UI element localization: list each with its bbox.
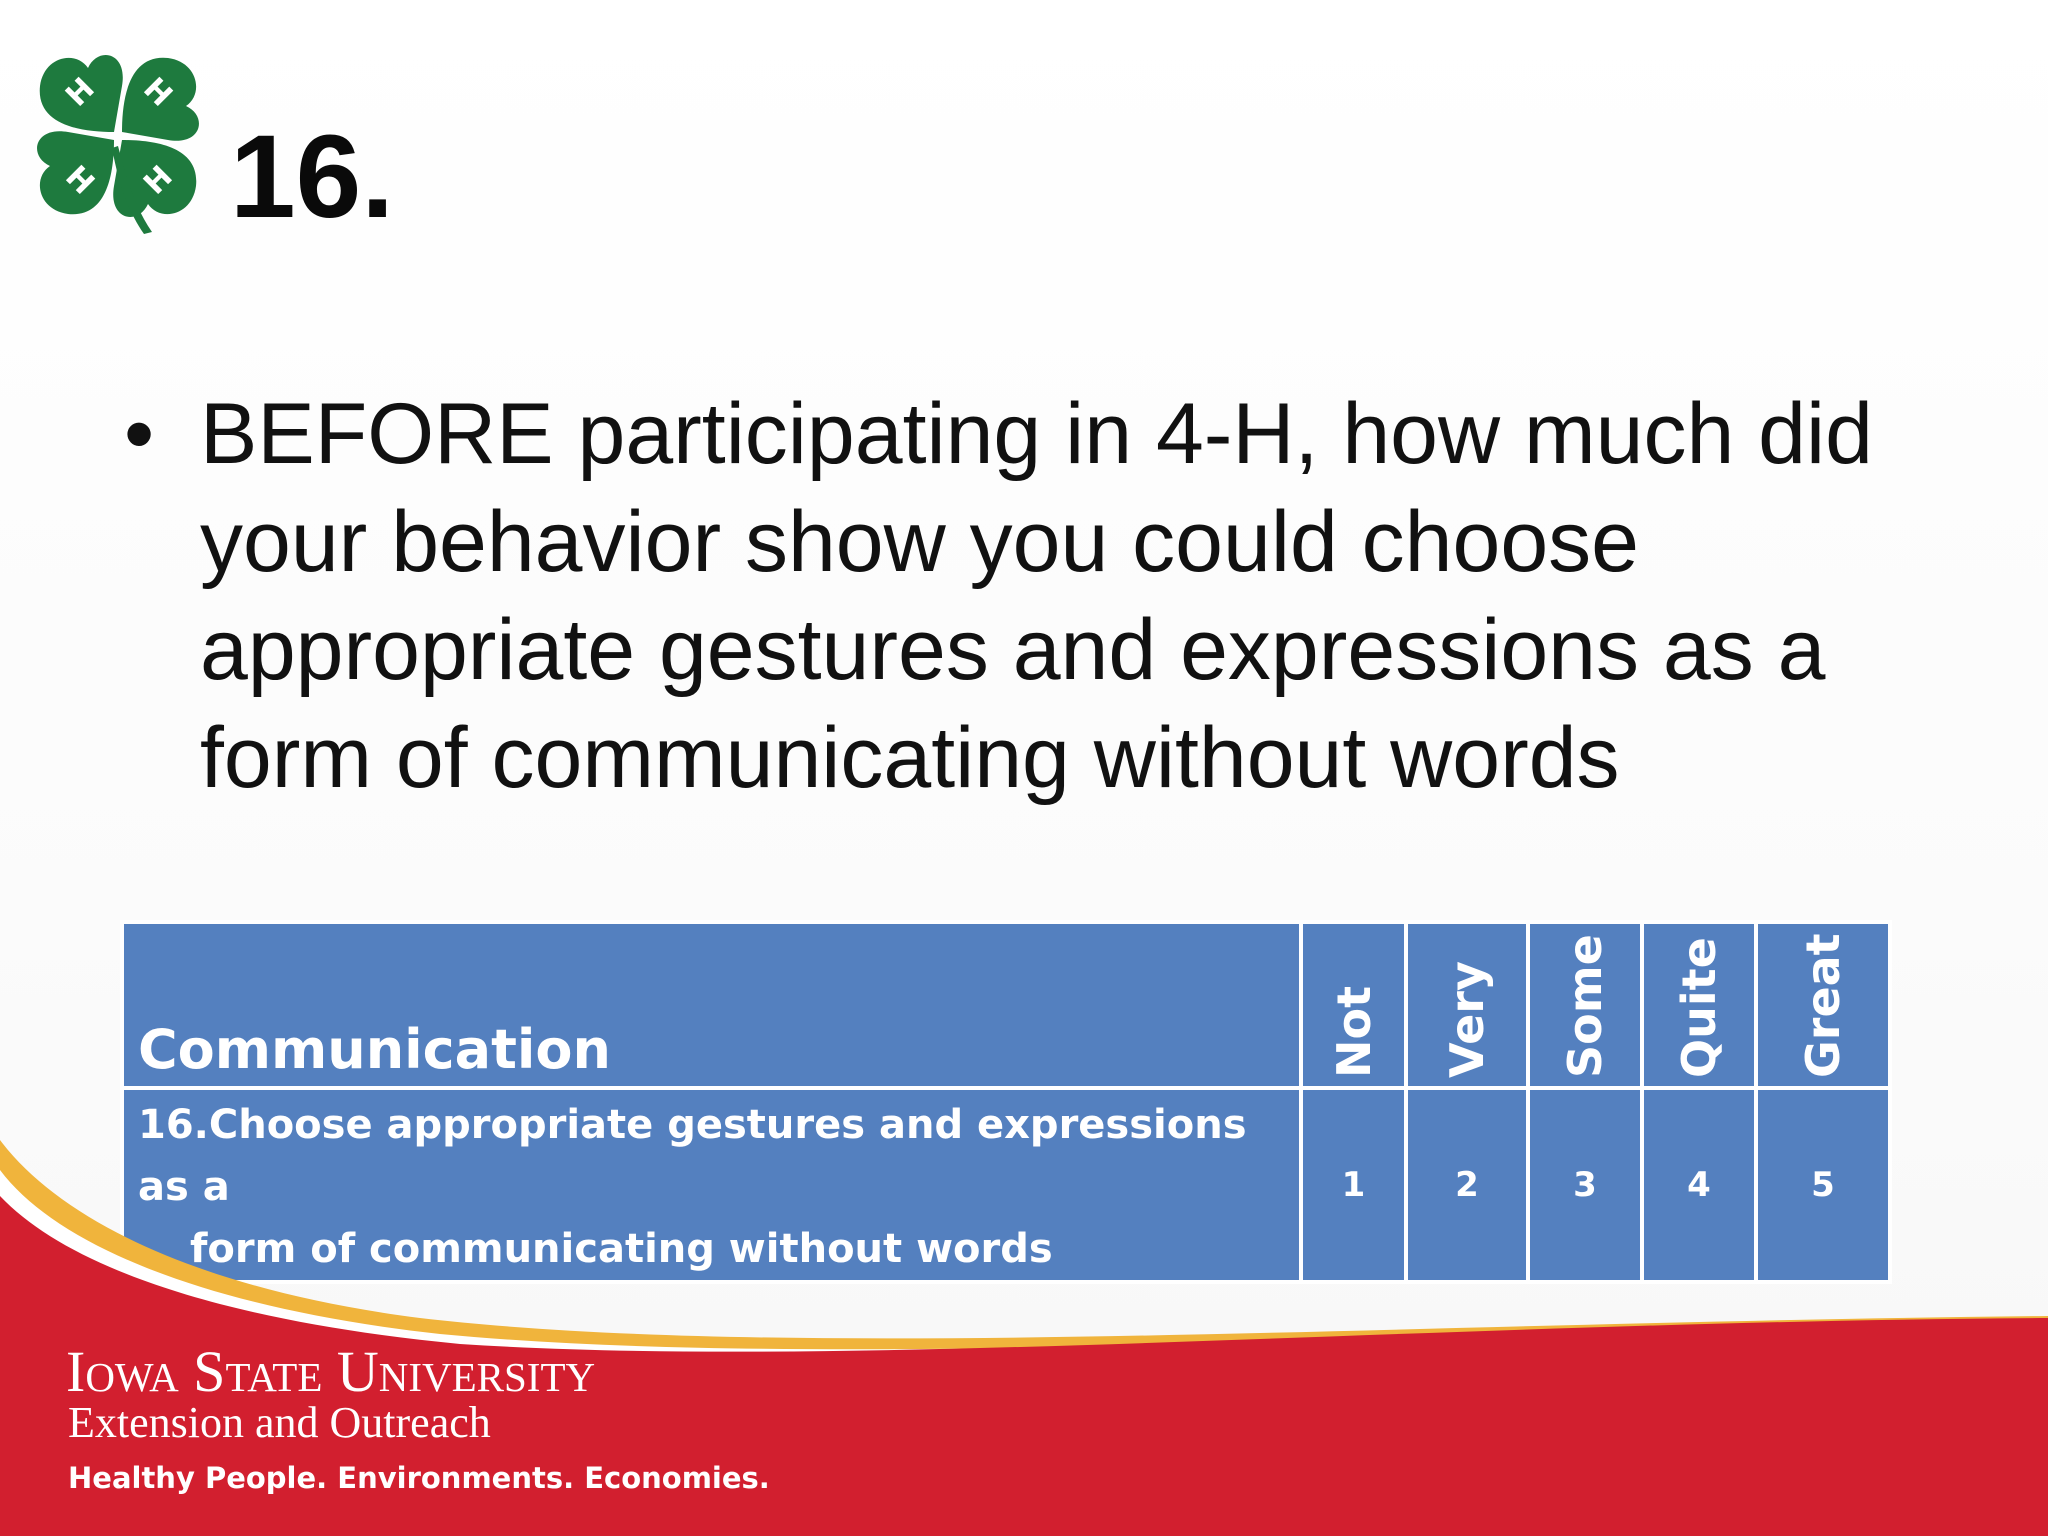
scale-label-great: Great: [1796, 933, 1850, 1078]
survey-table: Communication Not Very Some Quite Great …: [120, 920, 1892, 1284]
scale-value-5[interactable]: 5: [1754, 1086, 1892, 1284]
item-text-line1: 16.Choose appropriate gestures and expre…: [138, 1102, 1247, 1210]
category-header: Communication: [120, 920, 1303, 1090]
scale-header-5: Great: [1754, 920, 1892, 1090]
scale-header-3: Some: [1526, 920, 1644, 1090]
slide-number: 16.: [230, 111, 395, 243]
bullet-dot: •: [124, 386, 155, 482]
scale-value-1[interactable]: 1: [1299, 1086, 1408, 1284]
university-name: Iowa State University: [66, 1339, 596, 1404]
scale-label-quite: Quite: [1672, 937, 1726, 1078]
item-cell: 16.Choose appropriate gestures and expre…: [120, 1086, 1303, 1284]
scale-label-not: Not: [1326, 985, 1381, 1078]
question-bullet: • BEFORE participating in 4-H, how much …: [124, 380, 1984, 812]
scale-label-some: Some: [1558, 934, 1612, 1078]
4-h-clover-logo-icon: H H H H: [37, 55, 199, 234]
scale-value-4[interactable]: 4: [1640, 1086, 1758, 1284]
question-text: BEFORE participating in 4-H, how much di…: [200, 386, 1873, 806]
university-unit: Extension and Outreach: [68, 1398, 491, 1447]
university-tagline: Healthy People. Environments. Economies.: [68, 1461, 770, 1495]
table-header-row: Communication Not Very Some Quite Great: [120, 920, 1892, 1090]
scale-label-very: Very: [1440, 961, 1494, 1078]
table-row: 16.Choose appropriate gestures and expre…: [120, 1086, 1892, 1284]
scale-value-2[interactable]: 2: [1404, 1086, 1530, 1284]
scale-header-4: Quite: [1640, 920, 1758, 1090]
scale-header-1: Not: [1299, 920, 1408, 1090]
scale-header-2: Very: [1404, 920, 1530, 1090]
footer-swoosh: [0, 1140, 2048, 1536]
item-text-line2: form of communicating without words: [190, 1226, 1053, 1272]
scale-value-3[interactable]: 3: [1526, 1086, 1644, 1284]
